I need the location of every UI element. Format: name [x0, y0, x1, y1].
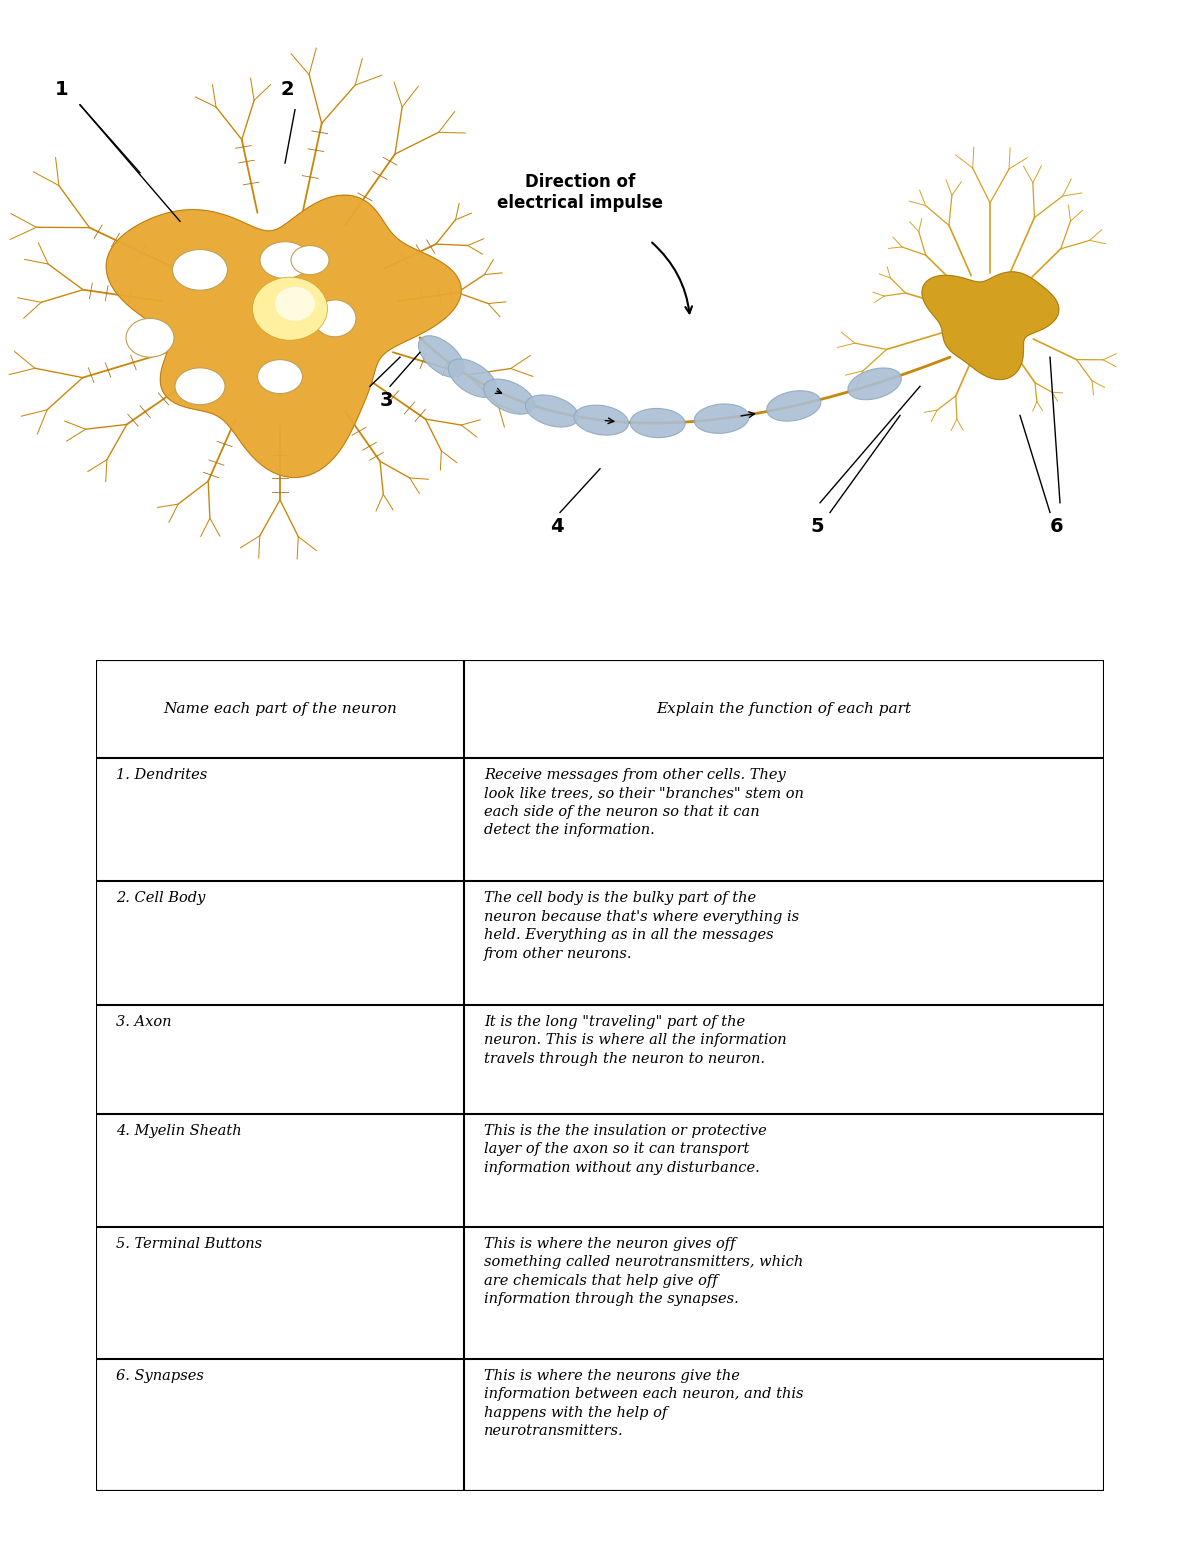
- Text: It is the long "traveling" part of the
neuron. This is where all the information: It is the long "traveling" part of the n…: [484, 1014, 787, 1065]
- Text: 2. Cell Body: 2. Cell Body: [116, 891, 205, 905]
- Ellipse shape: [848, 368, 901, 399]
- Ellipse shape: [694, 404, 749, 433]
- Text: This is where the neurons give the
information between each neuron, and this
hap: This is where the neurons give the infor…: [484, 1368, 804, 1438]
- Ellipse shape: [449, 359, 497, 398]
- Text: 4: 4: [550, 517, 564, 536]
- Text: 6: 6: [1050, 517, 1063, 536]
- Text: Explain the function of each part: Explain the function of each part: [656, 702, 912, 716]
- Text: 3. Axon: 3. Axon: [116, 1014, 172, 1028]
- Text: Direction of
electrical impulse: Direction of electrical impulse: [497, 172, 662, 211]
- Text: 1: 1: [55, 81, 68, 99]
- Text: 5. Terminal Buttons: 5. Terminal Buttons: [116, 1236, 263, 1252]
- Ellipse shape: [767, 391, 821, 421]
- Polygon shape: [922, 272, 1058, 379]
- Text: 4. Myelin Sheath: 4. Myelin Sheath: [116, 1124, 241, 1138]
- Ellipse shape: [260, 242, 310, 278]
- Text: 3: 3: [380, 391, 394, 410]
- Text: This is the the insulation or protective
layer of the axon so it can transport
i: This is the the insulation or protective…: [484, 1124, 767, 1174]
- Ellipse shape: [173, 250, 228, 290]
- Text: Receive messages from other cells. They
look like trees, so their "branches" ste: Receive messages from other cells. They …: [484, 767, 804, 837]
- Ellipse shape: [292, 245, 329, 275]
- Ellipse shape: [126, 318, 174, 357]
- Ellipse shape: [252, 276, 328, 340]
- Ellipse shape: [275, 287, 314, 321]
- Ellipse shape: [484, 379, 535, 415]
- Text: This is where the neuron gives off
something called neurotransmitters, which
are: This is where the neuron gives off somet…: [484, 1236, 803, 1306]
- Ellipse shape: [175, 368, 226, 405]
- FancyArrowPatch shape: [652, 242, 692, 314]
- Ellipse shape: [630, 408, 685, 438]
- Text: 6. Synapses: 6. Synapses: [116, 1368, 204, 1382]
- Text: 5: 5: [810, 517, 823, 536]
- Ellipse shape: [314, 300, 356, 337]
- Polygon shape: [107, 196, 461, 477]
- Ellipse shape: [419, 335, 464, 377]
- Ellipse shape: [526, 394, 578, 427]
- Ellipse shape: [574, 405, 629, 435]
- Text: The cell body is the bulky part of the
neuron because that's where everything is: The cell body is the bulky part of the n…: [484, 891, 799, 960]
- Ellipse shape: [258, 360, 302, 393]
- Text: 1. Dendrites: 1. Dendrites: [116, 767, 208, 781]
- Text: 2: 2: [280, 81, 294, 99]
- Text: Name each part of the neuron: Name each part of the neuron: [163, 702, 397, 716]
